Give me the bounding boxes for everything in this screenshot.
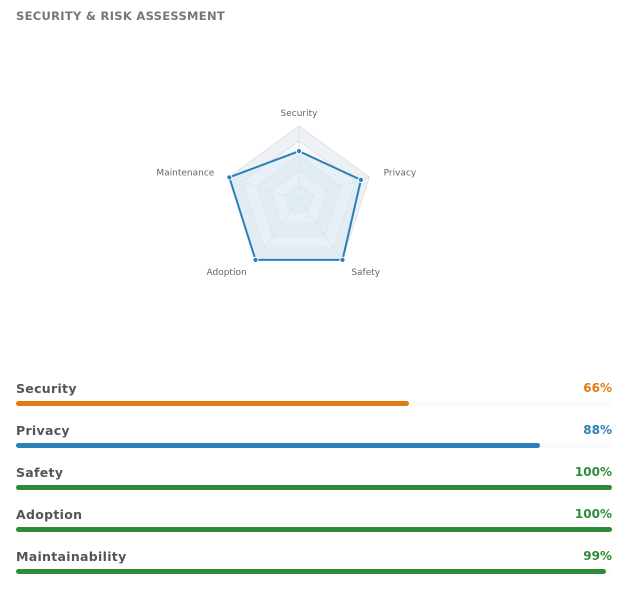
metric-value: 88% [583,423,612,437]
metric-bar-fill [16,443,541,448]
metric-bar-fill [16,485,612,490]
metric-label: Maintainability [16,549,127,564]
metric-bar-fill [16,527,612,532]
radar-axis-label: Safety [351,268,380,278]
radar-chart: Security Privacy Safety Adoption Maintenance [156,109,417,278]
metric-value: 99% [583,549,612,563]
metric-bar-track [16,485,612,490]
metric-bar-track [16,401,612,406]
metric-value: 100% [574,507,612,521]
metric-bar-track [16,527,612,532]
metric-bar-track [16,569,612,574]
metric-bar-fill [16,569,607,574]
metric-label: Safety [16,465,64,480]
metric-row: Security 66% [16,381,612,407]
metric-label: Privacy [16,423,70,438]
radar-axis-label: Security [281,109,319,119]
metric-row: Maintainability 99% [16,549,612,575]
metric-bar-fill [16,401,410,406]
radar-data-point [226,174,233,181]
radar-axis-label: Privacy [384,168,417,178]
metric-row: Safety 100% [16,465,612,491]
radar-data-point [252,256,259,263]
panel-title: SECURITY & RISK ASSESSMENT [16,9,226,23]
metric-value: 100% [574,465,612,479]
metric-bar-track [16,443,612,448]
radar-data-point [295,148,303,155]
radar-data-point [339,256,346,263]
metric-label: Security [16,381,77,396]
radar-axis-label: Adoption [207,268,247,278]
metric-label: Adoption [16,507,83,522]
metric-row: Privacy 88% [16,423,612,449]
radar-series-area [228,150,362,261]
metric-value: 66% [583,381,612,395]
metric-row: Adoption 100% [16,507,612,533]
radar-data-point [357,176,365,183]
radar-axis-label: Maintenance [156,168,214,178]
